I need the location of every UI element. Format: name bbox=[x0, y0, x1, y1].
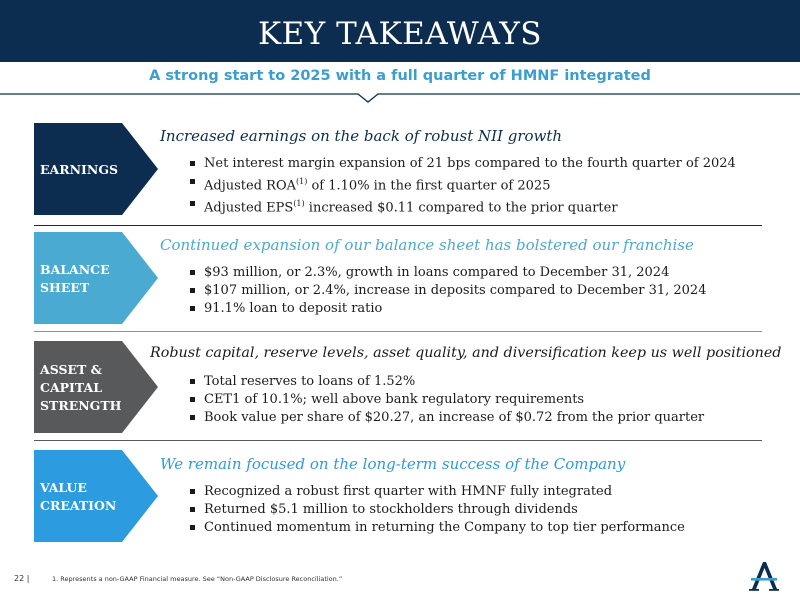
list-item: Net interest margin expansion of 21 bps … bbox=[190, 155, 736, 173]
title-bar bbox=[0, 0, 800, 62]
section-earnings: EARNINGS Increased earnings on the back … bbox=[0, 123, 800, 218]
list-item: Total reserves to loans of 1.52% bbox=[190, 373, 704, 391]
section-divider bbox=[34, 331, 762, 332]
section-divider bbox=[34, 225, 762, 226]
asset-capital-heading: Robust capital, reserve levels, asset qu… bbox=[150, 345, 782, 361]
list-item: $93 million, or 2.3%, growth in loans co… bbox=[190, 264, 706, 282]
page-number: 22 | bbox=[14, 574, 30, 583]
earnings-heading: Increased earnings on the back of robust… bbox=[160, 127, 563, 145]
page-title: KEY TAKEAWAYS bbox=[257, 16, 543, 52]
earnings-label: EARNINGS bbox=[40, 162, 119, 177]
balance-sheet-bullets: $93 million, or 2.3%, growth in loans co… bbox=[190, 264, 706, 318]
earnings-bullets: Net interest margin expansion of 21 bps … bbox=[190, 155, 736, 218]
value-creation-bullets: Recognized a robust first quarter with H… bbox=[190, 483, 685, 537]
balance-sheet-label: BALANCE SHEET bbox=[40, 262, 110, 295]
list-item: Adjusted ROA(1) of 1.10% in the first qu… bbox=[190, 173, 736, 195]
section-divider bbox=[34, 440, 762, 441]
list-item: Recognized a robust first quarter with H… bbox=[190, 483, 685, 501]
asset-capital-bullets: Total reserves to loans of 1.52% CET1 of… bbox=[190, 373, 704, 427]
asset-capital-label: ASSET & CAPITAL STRENGTH bbox=[40, 362, 122, 413]
list-item: 91.1% loan to deposit ratio bbox=[190, 300, 706, 318]
earnings-chevron bbox=[34, 123, 158, 215]
subtitle-divider bbox=[0, 93, 800, 103]
list-item: CET1 of 10.1%; well above bank regulator… bbox=[190, 391, 704, 409]
section-balance-sheet: BALANCE SHEET Continued expansion of our… bbox=[0, 232, 800, 327]
value-creation-chevron bbox=[34, 450, 158, 542]
balance-sheet-heading: Continued expansion of our balance sheet… bbox=[160, 236, 694, 254]
list-item: $107 million, or 2.4%, increase in depos… bbox=[190, 282, 706, 300]
asset-capital-chevron bbox=[34, 341, 158, 433]
list-item: Book value per share of $20.27, an incre… bbox=[190, 409, 704, 427]
section-value-creation: VALUE CREATION We remain focused on the … bbox=[0, 450, 800, 545]
footnote: 1. Represents a non-GAAP Financial measu… bbox=[52, 575, 343, 583]
list-item: Adjusted EPS(1) increased $0.11 compared… bbox=[190, 195, 736, 217]
list-item: Continued momentum in returning the Comp… bbox=[190, 519, 685, 537]
alerus-a-logo-icon bbox=[749, 562, 779, 591]
page-subtitle: A strong start to 2025 with a full quart… bbox=[149, 68, 651, 84]
value-creation-heading: We remain focused on the long-term succe… bbox=[160, 455, 626, 473]
section-asset-capital: ASSET & CAPITAL STRENGTH Robust capital,… bbox=[0, 341, 800, 436]
balance-sheet-chevron bbox=[34, 232, 158, 324]
value-creation-label: VALUE CREATION bbox=[40, 480, 117, 513]
list-item: Returned $5.1 million to stockholders th… bbox=[190, 501, 685, 519]
